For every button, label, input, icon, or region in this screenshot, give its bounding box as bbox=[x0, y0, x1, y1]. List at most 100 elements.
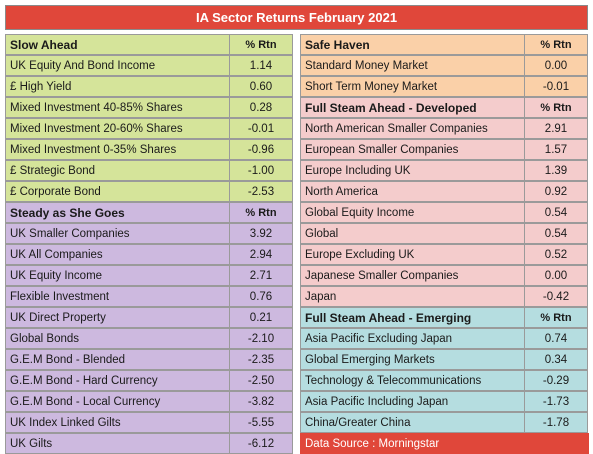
group-title: Full Steam Ahead - Emerging bbox=[300, 307, 525, 328]
left-column: Slow Ahead% Rtn UK Equity And Bond Income… bbox=[5, 34, 293, 454]
table-row: Europe Excluding UK 0.52 bbox=[300, 244, 588, 265]
sector-name: G.E.M Bond - Local Currency bbox=[5, 391, 230, 412]
sector-name: £ Strategic Bond bbox=[5, 160, 230, 181]
group-title: Steady as She Goes bbox=[5, 202, 230, 223]
sector-return: -1.73 bbox=[524, 391, 588, 412]
table-row: Short Term Money Market -0.01 bbox=[300, 76, 588, 97]
sector-return: 0.00 bbox=[524, 55, 588, 76]
group-title: Slow Ahead bbox=[5, 34, 230, 55]
sector-name: UK Index Linked Gilts bbox=[5, 412, 230, 433]
sector-name: Europe Excluding UK bbox=[300, 244, 525, 265]
return-column-header: % Rtn bbox=[524, 97, 588, 118]
table-row: UK Index Linked Gilts -5.55 bbox=[5, 412, 293, 433]
table-row: Global 0.54 bbox=[300, 223, 588, 244]
sector-return: -0.96 bbox=[229, 139, 293, 160]
table-row: Standard Money Market 0.00 bbox=[300, 55, 588, 76]
group-header-safe-haven: Safe Haven% Rtn bbox=[300, 34, 588, 55]
sector-return: -2.35 bbox=[229, 349, 293, 370]
sector-return: -5.55 bbox=[229, 412, 293, 433]
sector-return: 1.57 bbox=[524, 139, 588, 160]
sector-return: 0.52 bbox=[524, 244, 588, 265]
sector-name: Japan bbox=[300, 286, 525, 307]
sector-name: UK Smaller Companies bbox=[5, 223, 230, 244]
table-row: North America 0.92 bbox=[300, 181, 588, 202]
table-row: £ High Yield 0.60 bbox=[5, 76, 293, 97]
sector-name: UK All Companies bbox=[5, 244, 230, 265]
table-row: UK Smaller Companies 3.92 bbox=[5, 223, 293, 244]
data-source-row: Data Source : Morningstar bbox=[300, 433, 589, 454]
sector-name: £ Corporate Bond bbox=[5, 181, 230, 202]
table-row: Asia Pacific Including Japan -1.73 bbox=[300, 391, 588, 412]
table-row: Flexible Investment 0.76 bbox=[5, 286, 293, 307]
data-source-label: Data Source : Morningstar bbox=[300, 433, 589, 454]
sector-name: Japanese Smaller Companies bbox=[300, 265, 525, 286]
table-row: Japan -0.42 bbox=[300, 286, 588, 307]
table-row: Japanese Smaller Companies 0.00 bbox=[300, 265, 588, 286]
group-header-steady-as-she-goes: Steady as She Goes% Rtn bbox=[5, 202, 293, 223]
sector-name: G.E.M Bond - Blended bbox=[5, 349, 230, 370]
table-row: UK Equity Income 2.71 bbox=[5, 265, 293, 286]
sector-return: -0.01 bbox=[524, 76, 588, 97]
sector-name: Global bbox=[300, 223, 525, 244]
sector-name: China/Greater China bbox=[300, 412, 525, 433]
sector-name: North American Smaller Companies bbox=[300, 118, 525, 139]
sector-return: 0.00 bbox=[524, 265, 588, 286]
group-header-full-steam-ahead-emerging: Full Steam Ahead - Emerging% Rtn bbox=[300, 307, 588, 328]
table-row: G.E.M Bond - Blended -2.35 bbox=[5, 349, 293, 370]
table-row: Global Bonds -2.10 bbox=[5, 328, 293, 349]
sector-name: Global Equity Income bbox=[300, 202, 525, 223]
sector-return: -6.12 bbox=[229, 433, 293, 454]
sector-return: 0.21 bbox=[229, 307, 293, 328]
table-row: European Smaller Companies 1.57 bbox=[300, 139, 588, 160]
table-row: UK Direct Property 0.21 bbox=[5, 307, 293, 328]
sector-return: 0.54 bbox=[524, 223, 588, 244]
table-row: China/Greater China -1.78 bbox=[300, 412, 588, 433]
sector-name: UK Gilts bbox=[5, 433, 230, 454]
right-column: Safe Haven% Rtn Standard Money Market 0.00… bbox=[300, 34, 589, 454]
return-column-header: % Rtn bbox=[229, 202, 293, 223]
sector-return: -1.00 bbox=[229, 160, 293, 181]
group-title: Full Steam Ahead - Developed bbox=[300, 97, 525, 118]
sector-name: £ High Yield bbox=[5, 76, 230, 97]
table-row: G.E.M Bond - Hard Currency -2.50 bbox=[5, 370, 293, 391]
sector-name: North America bbox=[300, 181, 525, 202]
sector-return: -2.50 bbox=[229, 370, 293, 391]
sector-return: -0.29 bbox=[524, 370, 588, 391]
sector-return: -2.53 bbox=[229, 181, 293, 202]
table-row: £ Corporate Bond -2.53 bbox=[5, 181, 293, 202]
group-header-full-steam-ahead-developed: Full Steam Ahead - Developed% Rtn bbox=[300, 97, 588, 118]
group-title: Safe Haven bbox=[300, 34, 525, 55]
sector-name: Standard Money Market bbox=[300, 55, 525, 76]
table-row: £ Strategic Bond -1.00 bbox=[5, 160, 293, 181]
sector-name: Mixed Investment 20-60% Shares bbox=[5, 118, 230, 139]
sector-return: 1.39 bbox=[524, 160, 588, 181]
sector-return: 0.34 bbox=[524, 349, 588, 370]
sector-name: Mixed Investment 40-85% Shares bbox=[5, 97, 230, 118]
sector-name: G.E.M Bond - Hard Currency bbox=[5, 370, 230, 391]
table-row: North American Smaller Companies 2.91 bbox=[300, 118, 588, 139]
table-row: Mixed Investment 20-60% Shares -0.01 bbox=[5, 118, 293, 139]
sector-return: 2.94 bbox=[229, 244, 293, 265]
sector-return: 0.28 bbox=[229, 97, 293, 118]
sector-return: -0.42 bbox=[524, 286, 588, 307]
sector-name: Global Emerging Markets bbox=[300, 349, 525, 370]
table-row: Mixed Investment 40-85% Shares 0.28 bbox=[5, 97, 293, 118]
sector-name: Asia Pacific Excluding Japan bbox=[300, 328, 525, 349]
sector-name: Flexible Investment bbox=[5, 286, 230, 307]
table-row: Technology & Telecommunications -0.29 bbox=[300, 370, 588, 391]
table-row: Mixed Investment 0-35% Shares -0.96 bbox=[5, 139, 293, 160]
return-column-header: % Rtn bbox=[524, 34, 588, 55]
sector-return: 2.91 bbox=[524, 118, 588, 139]
return-column-header: % Rtn bbox=[229, 34, 293, 55]
group-header-slow-ahead: Slow Ahead% Rtn bbox=[5, 34, 293, 55]
table-row: Global Emerging Markets 0.34 bbox=[300, 349, 588, 370]
sector-return: -0.01 bbox=[229, 118, 293, 139]
sector-return: 3.92 bbox=[229, 223, 293, 244]
sector-name: Short Term Money Market bbox=[300, 76, 525, 97]
sector-name: UK Direct Property bbox=[5, 307, 230, 328]
sector-return: 0.54 bbox=[524, 202, 588, 223]
sector-return: -3.82 bbox=[229, 391, 293, 412]
sector-name: Global Bonds bbox=[5, 328, 230, 349]
sector-return: 2.71 bbox=[229, 265, 293, 286]
